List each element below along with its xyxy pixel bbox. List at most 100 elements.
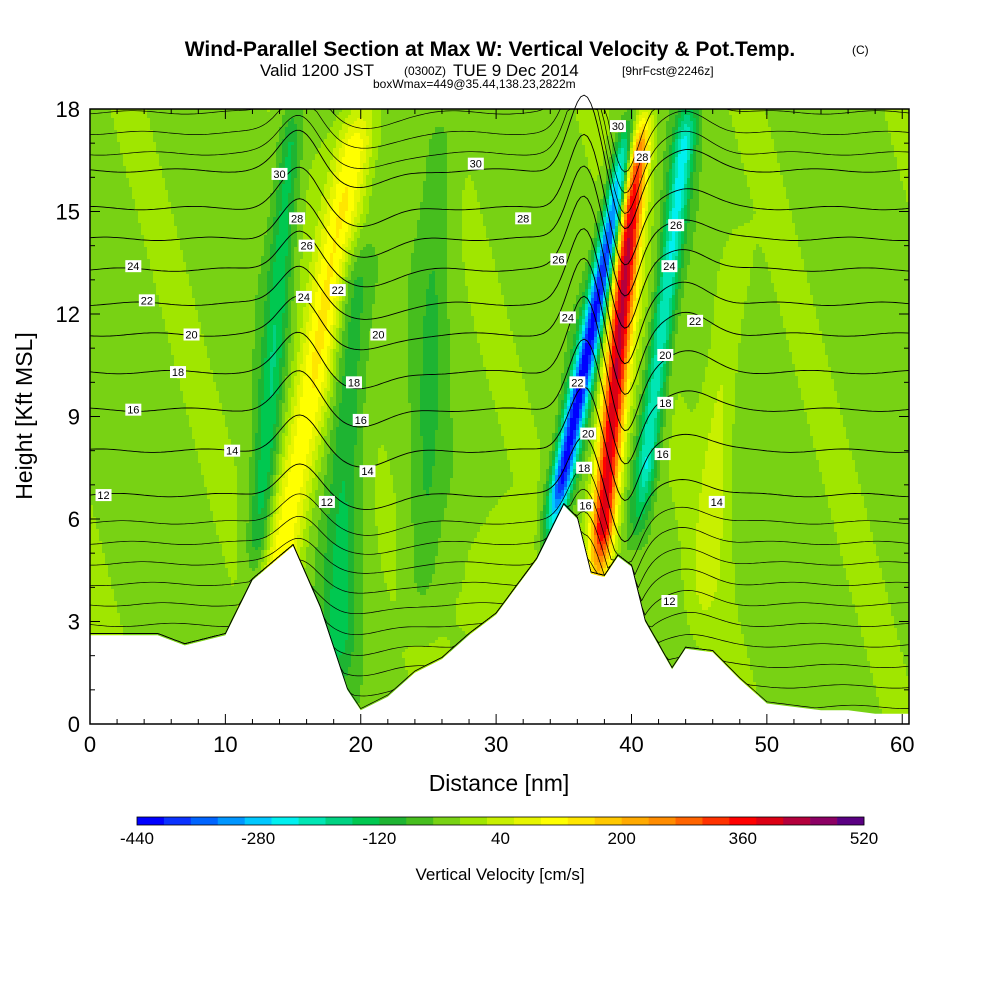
velocity-cell bbox=[132, 463, 136, 467]
velocity-cell bbox=[144, 418, 148, 422]
velocity-cell bbox=[93, 127, 97, 131]
velocity-cell bbox=[126, 139, 130, 143]
velocity-cell bbox=[108, 529, 112, 533]
velocity-cell bbox=[123, 127, 127, 131]
velocity-cell bbox=[105, 145, 109, 149]
velocity-cell bbox=[108, 349, 112, 353]
velocity-cell bbox=[129, 511, 133, 515]
velocity-cell bbox=[99, 610, 103, 614]
velocity-cell bbox=[162, 127, 166, 131]
velocity-cell bbox=[141, 394, 145, 398]
velocity-cell bbox=[93, 202, 97, 206]
velocity-cell bbox=[114, 352, 118, 356]
velocity-cell bbox=[162, 304, 166, 308]
velocity-cell bbox=[141, 373, 145, 377]
velocity-cell bbox=[105, 532, 109, 536]
velocity-cell bbox=[102, 289, 106, 293]
velocity-cell bbox=[132, 598, 136, 602]
velocity-cell bbox=[153, 445, 157, 449]
velocity-cell bbox=[96, 427, 100, 431]
velocity-cell bbox=[147, 439, 151, 443]
velocity-cell bbox=[126, 355, 130, 359]
velocity-cell bbox=[120, 136, 124, 140]
velocity-cell bbox=[123, 292, 127, 296]
velocity-cell bbox=[96, 310, 100, 314]
velocity-cell bbox=[123, 577, 127, 581]
velocity-cell bbox=[150, 385, 154, 389]
velocity-cell bbox=[96, 472, 100, 476]
velocity-cell bbox=[90, 340, 94, 344]
velocity-cell bbox=[135, 448, 139, 452]
velocity-cell bbox=[129, 457, 133, 461]
velocity-cell bbox=[108, 310, 112, 314]
velocity-cell bbox=[132, 121, 136, 125]
velocity-cell bbox=[117, 490, 121, 494]
velocity-cell bbox=[132, 415, 136, 419]
velocity-cell bbox=[159, 454, 163, 458]
velocity-cell bbox=[102, 139, 106, 143]
velocity-cell bbox=[117, 232, 121, 236]
velocity-cell bbox=[123, 142, 127, 146]
velocity-cell bbox=[135, 166, 139, 170]
velocity-cell bbox=[144, 136, 148, 140]
velocity-cell bbox=[99, 529, 103, 533]
velocity-cell bbox=[141, 160, 145, 164]
velocity-cell bbox=[147, 499, 151, 503]
velocity-cell bbox=[144, 148, 148, 152]
velocity-cell bbox=[93, 436, 97, 440]
velocity-cell bbox=[114, 112, 118, 116]
velocity-cell bbox=[126, 220, 130, 224]
velocity-cell bbox=[147, 628, 151, 632]
velocity-cell bbox=[99, 178, 103, 182]
velocity-cell bbox=[162, 109, 166, 113]
velocity-cell bbox=[90, 544, 94, 548]
velocity-cell bbox=[126, 592, 130, 596]
velocity-cell bbox=[111, 259, 115, 263]
velocity-cell bbox=[135, 529, 139, 533]
velocity-cell bbox=[144, 115, 148, 119]
velocity-cell bbox=[135, 157, 139, 161]
velocity-cell bbox=[129, 445, 133, 449]
velocity-cell bbox=[114, 331, 118, 335]
velocity-cell bbox=[114, 190, 118, 194]
velocity-cell bbox=[141, 442, 145, 446]
velocity-cell bbox=[117, 598, 121, 602]
velocity-cell bbox=[93, 229, 97, 233]
velocity-cell bbox=[138, 115, 142, 119]
velocity-cell bbox=[93, 631, 97, 635]
velocity-cell bbox=[102, 238, 106, 242]
velocity-cell bbox=[96, 376, 100, 380]
velocity-cell bbox=[153, 259, 157, 263]
velocity-cell bbox=[159, 172, 163, 176]
velocity-cell bbox=[135, 307, 139, 311]
velocity-cell bbox=[153, 457, 157, 461]
velocity-cell bbox=[156, 313, 160, 317]
velocity-cell bbox=[114, 487, 118, 491]
velocity-cell bbox=[114, 223, 118, 227]
velocity-cell bbox=[135, 139, 139, 143]
velocity-cell bbox=[144, 160, 148, 164]
velocity-cell bbox=[114, 250, 118, 254]
velocity-cell bbox=[120, 268, 124, 272]
velocity-cell bbox=[102, 265, 106, 269]
velocity-cell bbox=[156, 499, 160, 503]
velocity-cell bbox=[126, 298, 130, 302]
velocity-cell bbox=[99, 622, 103, 626]
velocity-cell bbox=[102, 280, 106, 284]
velocity-cell bbox=[159, 184, 163, 188]
velocity-cell bbox=[129, 250, 133, 254]
velocity-cell bbox=[99, 262, 103, 266]
velocity-cell bbox=[141, 253, 145, 257]
velocity-cell bbox=[135, 415, 139, 419]
velocity-cell bbox=[153, 622, 157, 626]
velocity-cell bbox=[117, 115, 121, 119]
velocity-cell bbox=[135, 310, 139, 314]
velocity-cell bbox=[153, 439, 157, 443]
velocity-cell bbox=[105, 388, 109, 392]
velocity-cell bbox=[117, 457, 121, 461]
velocity-cell bbox=[102, 445, 106, 449]
velocity-cell bbox=[102, 433, 106, 437]
velocity-cell bbox=[111, 202, 115, 206]
velocity-cell bbox=[93, 376, 97, 380]
velocity-cell bbox=[96, 544, 100, 548]
